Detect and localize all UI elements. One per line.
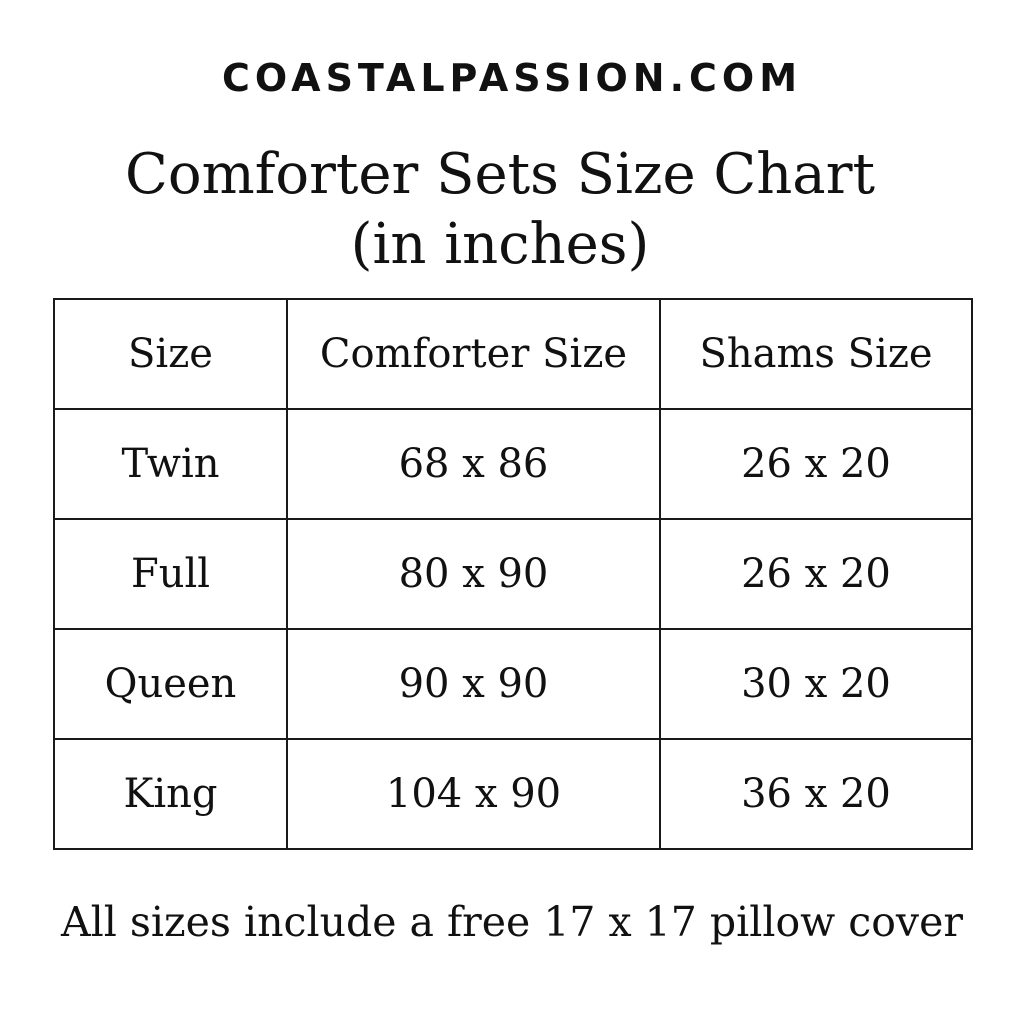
table-row: Twin 68 x 86 26 x 20 <box>53 408 973 520</box>
cell-shams-size: 36 x 20 <box>659 738 973 850</box>
cell-shams-size: 30 x 20 <box>659 628 973 740</box>
title-line-1: Comforter Sets Size Chart <box>125 142 875 207</box>
table-header-row: Size Comforter Size Shams Size <box>53 298 973 410</box>
table-row: King 104 x 90 36 x 20 <box>53 738 973 850</box>
cell-comforter-size: 90 x 90 <box>286 628 661 740</box>
table-row: Queen 90 x 90 30 x 20 <box>53 628 973 740</box>
table-row: Full 80 x 90 26 x 20 <box>53 518 973 630</box>
cell-comforter-size: 104 x 90 <box>286 738 661 850</box>
cell-size: Queen <box>53 628 288 740</box>
cell-size: King <box>53 738 288 850</box>
header-comforter-size: Comforter Size <box>286 298 661 410</box>
header-shams-size: Shams Size <box>659 298 973 410</box>
size-chart-table: Size Comforter Size Shams Size Twin 68 x… <box>53 298 973 850</box>
header-size: Size <box>53 298 288 410</box>
cell-comforter-size: 68 x 86 <box>286 408 661 520</box>
cell-shams-size: 26 x 20 <box>659 518 973 630</box>
cell-size: Full <box>53 518 288 630</box>
cell-size: Twin <box>53 408 288 520</box>
cell-shams-size: 26 x 20 <box>659 408 973 520</box>
page-title: Comforter Sets Size Chart (in inches) <box>0 140 1000 280</box>
title-line-2: (in inches) <box>350 212 650 277</box>
cell-comforter-size: 80 x 90 <box>286 518 661 630</box>
footer-note: All sizes include a free 17 x 17 pillow … <box>61 898 963 946</box>
brand-name: COASTALPASSION.COM <box>221 56 803 100</box>
